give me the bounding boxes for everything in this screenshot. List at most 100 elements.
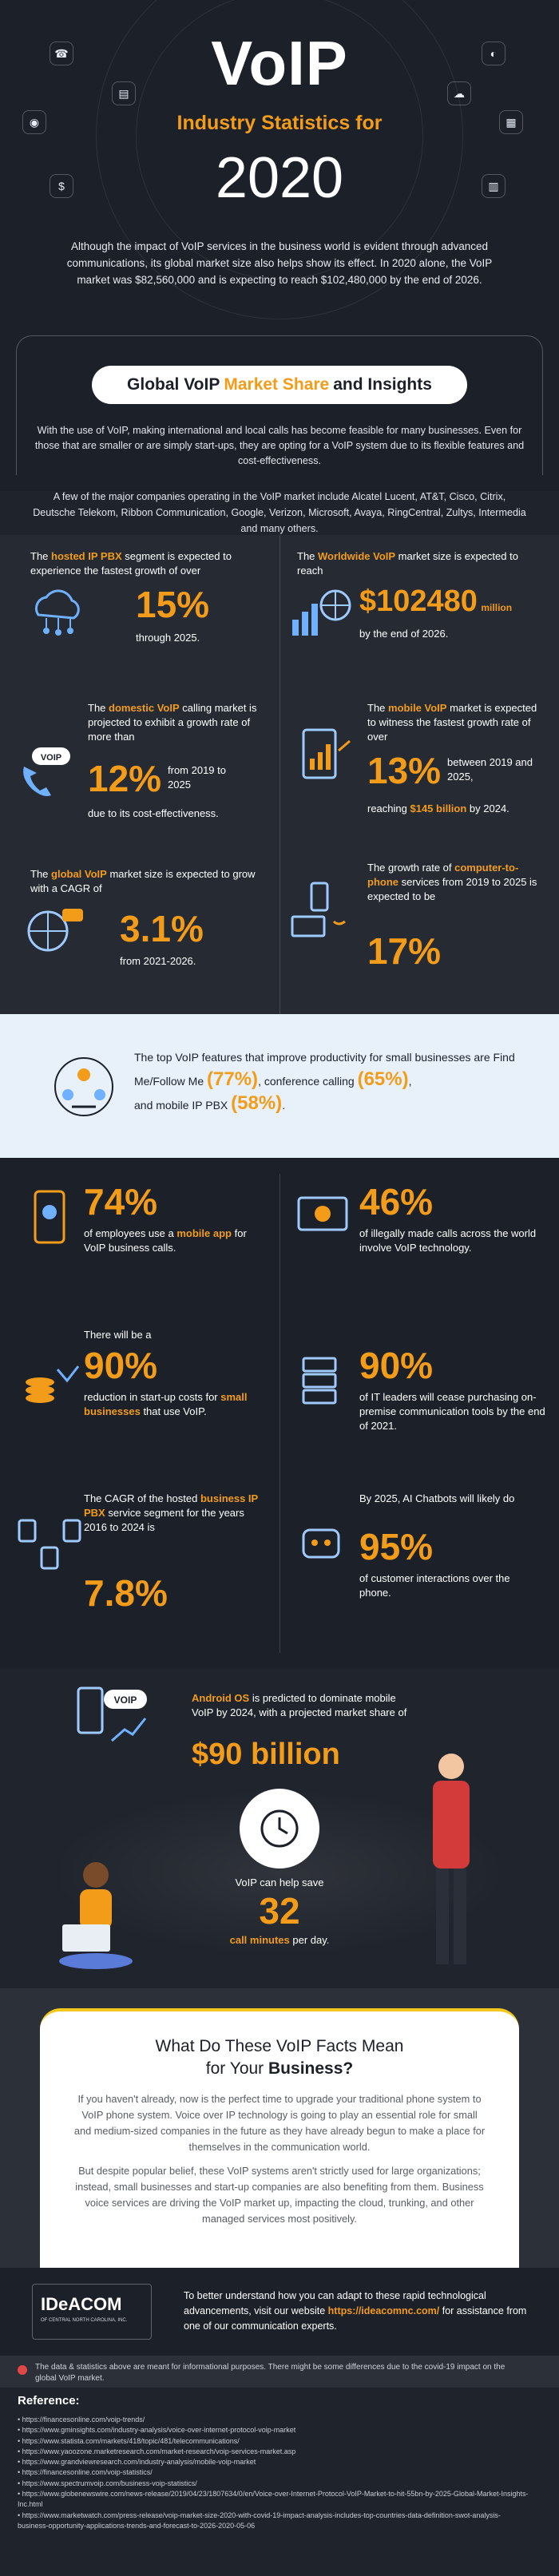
global-chat-icon xyxy=(27,909,83,952)
stat-pre: The xyxy=(30,550,52,562)
features-value-1: (77%) xyxy=(207,1068,259,1090)
reference-item[interactable]: • https://www.globenewswire.com/news-rel… xyxy=(18,2490,529,2509)
stat-pre: The xyxy=(88,702,109,714)
cloud-icon: ☁ xyxy=(447,81,471,105)
warning-icon xyxy=(18,2365,27,2375)
phone-clock-icon xyxy=(240,1789,319,1869)
features-t4: and mobile IP PBX xyxy=(134,1099,228,1112)
reference-item[interactable]: • https://www.grandviewresearch.com/indu… xyxy=(18,2458,256,2467)
stat-highlight: computer-to-phone xyxy=(367,862,519,888)
stat-ip-pbx-cagr: The CAGR of the hosted business IP PBX s… xyxy=(0,1485,280,1653)
stat-post: market size is expected to grow with a C… xyxy=(30,868,256,894)
stat-value: $102480 xyxy=(359,585,478,618)
facts-title: What Do These VoIP Facts Mean for Your B… xyxy=(40,2035,519,2080)
features-value-3: (58%) xyxy=(231,1092,283,1114)
facts-title-2-pre: for Your xyxy=(205,2059,269,2078)
facts-paragraph-1: If you haven't already, now is the perfe… xyxy=(73,2093,486,2153)
reference-item[interactable]: • https://www.spectrumvoip.com/business-… xyxy=(18,2479,197,2487)
woman-laptop-illustration xyxy=(59,1862,133,1969)
stat-highlight: global VoIP xyxy=(51,868,107,880)
logo-text: IDeACOM xyxy=(41,2294,122,2314)
features-t3: , xyxy=(408,1075,412,1088)
banner-pre: Global VoIP xyxy=(127,375,220,394)
stat-pre: The xyxy=(30,868,52,880)
stat-value: 90% xyxy=(84,1345,158,1386)
pbx-phones-icon xyxy=(18,1519,81,1570)
stat-global-cagr: The global VoIP market size is expected … xyxy=(0,854,280,1022)
stat-after: through 2025. xyxy=(136,632,200,644)
stat-after-highlight: $145 billion xyxy=(410,803,467,814)
cta-link[interactable]: https://ideacomnc.com/ xyxy=(327,2305,440,2316)
features-t5: . xyxy=(282,1099,286,1112)
stat-side: between 2019 and 2025, xyxy=(447,756,533,783)
stat-post: services from 2019 to 2025 is expected t… xyxy=(367,876,537,902)
stat-highlight: domestic VoIP xyxy=(109,702,180,714)
mobile-chart-icon xyxy=(302,728,351,779)
cloud-network-icon xyxy=(34,589,80,636)
phone-icon: ☎ xyxy=(50,42,73,65)
stat-value: 12% xyxy=(88,758,162,799)
stat-value: 17% xyxy=(367,930,442,972)
stat-post: market is expected to witness the fastes… xyxy=(367,702,537,743)
banner-highlight: Market Share xyxy=(224,375,330,394)
cta-text-1: To better understand how you can adapt t… xyxy=(184,2290,486,2316)
save-pre: VoIP can help save xyxy=(235,1877,324,1888)
stat-startup-costs: There will be a 90% reduction in start-u… xyxy=(0,1322,280,1489)
stat-post: of customer interactions over the phone. xyxy=(359,1572,510,1599)
stat-post: reduction in start-up costs for xyxy=(84,1391,221,1403)
facts-paragraph-2: But despite popular belief, these VoIP s… xyxy=(75,2165,484,2225)
globe-icon: ◉ xyxy=(22,110,46,134)
stat-mobile-app: 74% of employees use a mobile app for Vo… xyxy=(0,1158,280,1326)
computer-phone-icon xyxy=(291,882,346,937)
conference-icon xyxy=(54,1057,113,1116)
market-paragraph-1: With the use of VoIP, making internation… xyxy=(34,425,525,466)
stat-illegal-calls: 46% of illegally made calls across the w… xyxy=(280,1158,559,1326)
chart-phone-icon: ▤ xyxy=(112,81,136,105)
reference-item[interactable]: • https://financesonline.com/voip-statis… xyxy=(18,2468,153,2477)
intro-text: Although the impact of VoIP services in … xyxy=(66,240,493,286)
reference-item[interactable]: • https://www.gminsights.com/industry-an… xyxy=(18,2426,296,2435)
android-section: VOIP Android OS is predicted to dominate… xyxy=(0,1669,559,1988)
facts-title-2-highlight: Business? xyxy=(268,2059,354,2078)
stat-highlight: mobile app xyxy=(176,1227,232,1239)
dollar-icon: $ xyxy=(50,174,73,198)
stat-domestic: VOIP The domestic VoIP calling market is… xyxy=(0,695,280,862)
reference-item[interactable]: • https://www.statista.com/markets/418/t… xyxy=(18,2436,240,2445)
stat-worldwide: The Worldwide VoIP market size is expect… xyxy=(280,535,559,703)
android-text: is predicted to dominate mobile VoIP by … xyxy=(192,1692,407,1718)
stat-highlight: business IP PBX xyxy=(84,1492,258,1519)
stat-after: by the end of 2026. xyxy=(359,628,449,640)
features-text: The top VoIP features that improve produ… xyxy=(134,1046,533,1116)
stat-value: 13% xyxy=(367,750,442,791)
illegal-call-icon xyxy=(297,1196,348,1231)
features-t1: The top VoIP features that improve produ… xyxy=(134,1051,515,1088)
disclaimer-section: The data & statistics above are meant fo… xyxy=(0,2356,559,2388)
cta-section: IDeACOM OF CENTRAL NORTH CAROLINA, INC. … xyxy=(0,2268,559,2356)
page-title: VoIP xyxy=(211,28,348,98)
stat-computer-phone: The growth rate of computer-to-phone ser… xyxy=(280,854,559,1022)
stat-text: of IT leaders will cease purchasing on-p… xyxy=(359,1391,545,1432)
stat-side: from 2019 to 2025 xyxy=(168,764,226,791)
reference-item[interactable]: • https://www.marketwatch.com/press-rele… xyxy=(18,2511,501,2530)
banner-post: and Insights xyxy=(333,375,432,394)
references-section: Reference: • https://financesonline.com/… xyxy=(0,2388,559,2576)
stat-unit: million xyxy=(481,602,513,613)
server-icon xyxy=(302,1357,337,1405)
reference-item[interactable]: • https://financesonline.com/voip-trends… xyxy=(18,2415,145,2423)
stat-hosted-pbx: The hosted IP PBX segment is expected to… xyxy=(0,535,280,703)
android-value: $90 billion xyxy=(192,1738,340,1771)
page-year: 2020 xyxy=(215,146,344,210)
coins-icon xyxy=(26,1365,80,1403)
svg-text:VOIP: VOIP xyxy=(41,753,61,763)
stat-after-post: by 2024. xyxy=(466,803,509,814)
reference-item[interactable]: • https://www.yaoozone.marketresearch.co… xyxy=(18,2447,296,2455)
stat-mobile: The mobile VoIP market is expected to wi… xyxy=(280,695,559,862)
save-post: per day. xyxy=(289,1934,330,1946)
stats2-section: 74% of employees use a mobile app for Vo… xyxy=(0,1158,559,1669)
stat-value: 46% xyxy=(359,1181,434,1223)
stat-post2: that use VoIP. xyxy=(140,1405,207,1417)
cta-text-2: for assistance from one of our communica… xyxy=(184,2305,527,2332)
disclaimer-text: The data & statistics above are meant fo… xyxy=(35,2363,505,2383)
references-title: Reference: xyxy=(18,2394,80,2408)
